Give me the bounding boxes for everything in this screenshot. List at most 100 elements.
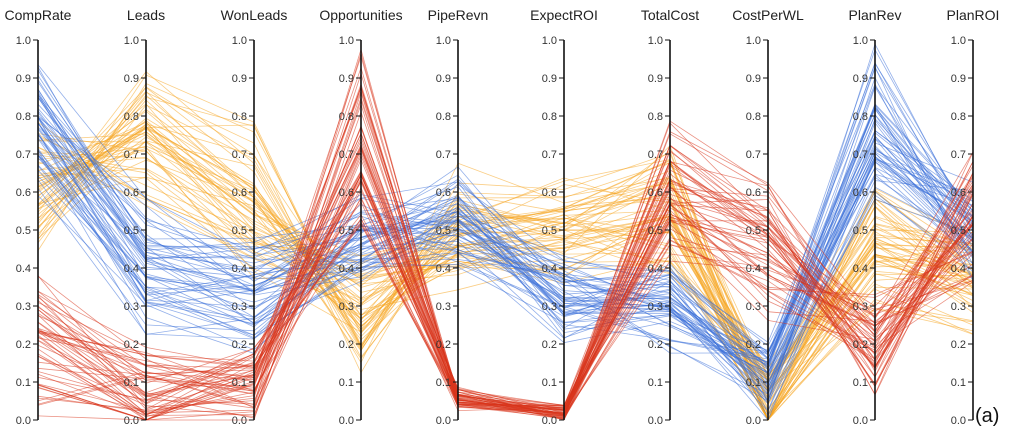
data-line-orange [37, 126, 974, 377]
tick-label: 0.3 [853, 301, 868, 313]
tick-label: 0.0 [339, 415, 354, 427]
tick-label: 0.8 [951, 111, 966, 123]
tick-label: 0.3 [951, 301, 966, 313]
tick-label: 0.7 [648, 149, 663, 161]
data-line-red [37, 189, 974, 415]
tick-label: 0.4 [16, 263, 31, 275]
tick-label: 0.9 [436, 73, 451, 85]
tick-label: 1.0 [124, 35, 139, 47]
tick-label: 0.1 [951, 377, 966, 389]
tick-label: 0.8 [746, 111, 761, 123]
axis-title-piperevn: PipeRevn [428, 7, 489, 23]
data-line-orange [37, 86, 974, 410]
tick-label: 0.6 [746, 187, 761, 199]
data-line-blue [37, 151, 974, 386]
tick-label: 0.7 [232, 149, 247, 161]
data-line-blue [37, 67, 974, 371]
data-line-red [37, 126, 974, 407]
tick-label: 0.0 [648, 415, 663, 427]
tick-label: 0.5 [648, 225, 663, 237]
data-line-blue [37, 117, 974, 411]
axis-title-leads: Leads [127, 7, 165, 23]
data-line-blue [37, 138, 974, 389]
data-line-orange [37, 104, 974, 421]
data-line-orange [37, 126, 974, 421]
tick-label: 0.9 [124, 73, 139, 85]
tick-label: 0.7 [339, 149, 354, 161]
tick-label: 0.4 [232, 263, 247, 275]
tick-label: 0.2 [853, 339, 868, 351]
data-line-red [37, 158, 974, 412]
tick-label: 0.9 [648, 73, 663, 85]
tick-label: 0.1 [436, 377, 451, 389]
tick-label: 0.9 [542, 73, 557, 85]
tick-label: 0.4 [951, 263, 966, 275]
data-line-orange [37, 126, 974, 401]
data-line-orange [37, 123, 974, 416]
tick-label: 0.1 [339, 377, 354, 389]
tick-label: 0.8 [16, 111, 31, 123]
axis-title-planrev: PlanRev [849, 7, 902, 23]
tick-label: 0.3 [232, 301, 247, 313]
axis-title-opportunities: Opportunities [319, 7, 402, 23]
data-line-red [37, 85, 974, 421]
tick-label: 0.9 [232, 73, 247, 85]
tick-label: 0.5 [542, 225, 557, 237]
tick-label: 1.0 [232, 35, 247, 47]
tick-label: 1.0 [746, 35, 761, 47]
tick-label: 0.5 [951, 225, 966, 237]
tick-label: 0.2 [436, 339, 451, 351]
data-line-orange [37, 133, 974, 421]
tick-label: 0.6 [232, 187, 247, 199]
tick-label: 0.2 [648, 339, 663, 351]
data-line-orange [37, 167, 974, 381]
tick-label: 0.0 [542, 415, 557, 427]
tick-label: 0.0 [746, 415, 761, 427]
tick-label: 1.0 [436, 35, 451, 47]
tick-label: 0.6 [542, 187, 557, 199]
data-line-red [37, 174, 974, 411]
tick-label: 1.0 [339, 35, 354, 47]
tick-label: 0.6 [951, 187, 966, 199]
tick-label: 0.0 [124, 415, 139, 427]
data-line-blue [37, 48, 974, 360]
tick-label: 0.8 [853, 111, 868, 123]
tick-label: 1.0 [951, 35, 966, 47]
tick-label: 1.0 [542, 35, 557, 47]
tick-label: 0.3 [16, 301, 31, 313]
tick-label: 0.6 [853, 187, 868, 199]
tick-label: 0.7 [951, 149, 966, 161]
tick-label: 0.6 [339, 187, 354, 199]
data-line-red [37, 197, 974, 417]
axis-title-totalcost: TotalCost [641, 7, 699, 23]
tick-label: 0.2 [232, 339, 247, 351]
tick-label: 0.4 [124, 263, 139, 275]
axis-title-costperwl: CostPerWL [732, 7, 804, 23]
tick-label: 0.1 [16, 377, 31, 389]
tick-label: 0.2 [746, 339, 761, 351]
axis-title-expectroi: ExpectROI [530, 7, 598, 23]
tick-label: 0.8 [542, 111, 557, 123]
tick-label: 0.4 [436, 263, 451, 275]
data-line-orange [37, 140, 974, 415]
tick-label: 0.7 [853, 149, 868, 161]
tick-label: 0.7 [436, 149, 451, 161]
tick-label: 0.5 [746, 225, 761, 237]
tick-label: 0.1 [542, 377, 557, 389]
tick-label: 0.4 [648, 263, 663, 275]
data-line-blue [37, 64, 974, 395]
tick-label: 0.7 [542, 149, 557, 161]
data-line-blue [37, 85, 974, 366]
tick-label: 0.9 [16, 73, 31, 85]
tick-label: 0.5 [124, 225, 139, 237]
tick-label: 0.2 [16, 339, 31, 351]
data-line-blue [37, 137, 974, 379]
tick-label: 0.5 [232, 225, 247, 237]
tick-label: 0.9 [339, 73, 354, 85]
tick-label: 0.0 [232, 415, 247, 427]
tick-label: 0.6 [16, 187, 31, 199]
tick-label: 0.3 [746, 301, 761, 313]
tick-label: 0.6 [436, 187, 451, 199]
tick-label: 1.0 [648, 35, 663, 47]
